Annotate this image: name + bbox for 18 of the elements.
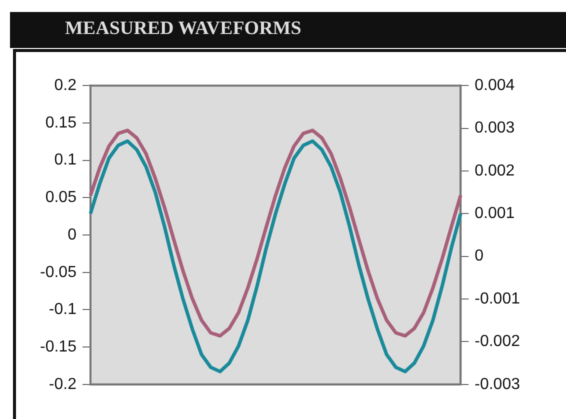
y2-tick-label: 0	[474, 248, 484, 265]
y-tick-label: -0.15	[40, 338, 77, 356]
y2-tick-label: 0.001	[474, 205, 515, 222]
y-tick-label: 0.05	[45, 189, 77, 206]
y2-tick-label: -0.001	[474, 290, 520, 308]
y2-tick-label: 0.002	[474, 162, 515, 180]
y-tick-label: -0.2	[48, 376, 77, 393]
y-tick-label: 0	[68, 226, 77, 244]
y-tick-label: 0.15	[45, 114, 77, 132]
y2-tick-label: -0.002	[474, 333, 520, 350]
y2-tick-label: 0.003	[474, 120, 515, 137]
y-tick-label: 0.1	[54, 152, 77, 169]
y-tick-label: -0.05	[40, 264, 77, 281]
y-tick-label: 0.2	[54, 77, 77, 94]
y-tick-label: -0.1	[48, 301, 77, 318]
y2-tick-label: -0.003	[474, 376, 520, 393]
y2-tick-label: 0.004	[474, 77, 515, 94]
chart-title: MEASURED WAVEFORMS	[65, 18, 302, 40]
